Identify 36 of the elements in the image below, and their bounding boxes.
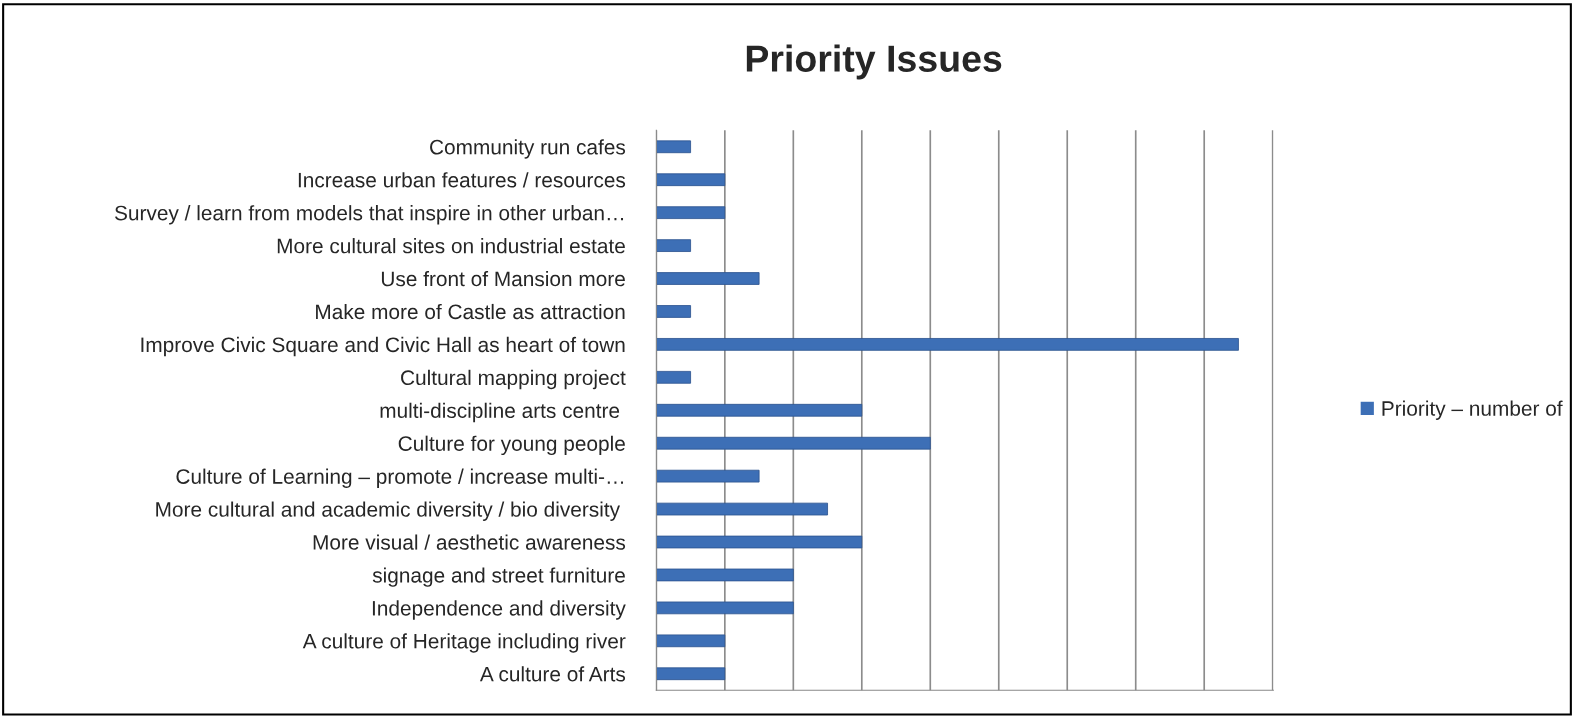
chart-title: Priority Issues — [746, 44, 1002, 80]
bar — [656, 272, 760, 285]
bar — [656, 403, 863, 417]
y-tick-label: multi-discipline arts centre — [380, 402, 620, 423]
y-tick-label: A culture of Arts — [479, 666, 626, 682]
bar — [656, 338, 1239, 351]
bar — [656, 305, 691, 318]
y-tick-label: More cultural and academic diversity / bio diversity — [156, 501, 620, 521]
bar — [656, 436, 931, 450]
bar — [656, 469, 760, 483]
y-tick-label: Use front of Mansion more — [381, 270, 625, 287]
bar — [656, 634, 726, 648]
bar — [656, 667, 726, 681]
bar — [656, 140, 691, 154]
y-tick-label: Increase urban features / resources — [298, 172, 626, 188]
bar — [656, 601, 794, 615]
y-tick-label: More cultural sites on industrial estate — [277, 238, 625, 254]
bar — [656, 568, 794, 582]
y-tick-label: Culture for young people — [398, 435, 625, 456]
y-tick-label: Improve Civic Square and Civic Hall as heart of town — [141, 336, 625, 357]
y-tick-label: Independence and diversity — [372, 600, 626, 620]
bar — [656, 173, 726, 187]
y-tick-label: A culture of Heritage including river — [302, 633, 626, 653]
y-tick-label: More visual / aesthetic awareness — [313, 534, 626, 550]
bar — [656, 535, 863, 549]
y-tick-label: Community run cafes — [430, 139, 626, 159]
bar — [656, 239, 691, 252]
bar — [656, 206, 726, 219]
y-tick-label: Make more of Castle as attraction — [316, 303, 625, 320]
legend-label: Priority – number of — [1382, 400, 1563, 420]
y-tick-label: Cultural mapping project — [401, 369, 626, 390]
y-tick-label: signage and street furniture — [372, 567, 625, 587]
bar — [656, 370, 691, 384]
y-tick-label: Survey / learn from models that inspire in other urban… — [114, 205, 624, 225]
y-tick-label: Culture of Learning – promote / increase multi-… — [176, 468, 624, 489]
bar — [656, 502, 828, 516]
